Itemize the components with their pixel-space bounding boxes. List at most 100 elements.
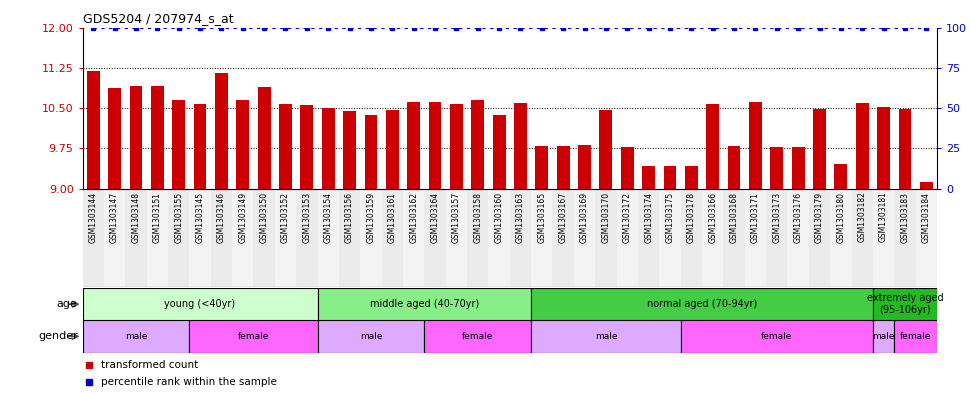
Bar [898,109,912,189]
Bar [257,86,271,189]
Bar [168,189,189,287]
Bar [318,288,531,320]
Bar [642,166,655,189]
Bar [894,320,937,353]
Text: male: male [872,332,895,341]
Bar [232,189,253,287]
Bar [556,146,570,189]
Text: GSM1303158: GSM1303158 [473,191,483,242]
Text: GSM1303163: GSM1303163 [516,191,525,243]
Text: GSM1303155: GSM1303155 [174,191,184,243]
Bar [236,100,250,189]
Text: GSM1303183: GSM1303183 [900,191,910,242]
Bar [766,189,787,287]
Bar [791,147,805,189]
Bar [83,189,104,287]
Text: male: male [124,332,148,341]
Bar [403,189,424,287]
Text: GSM1303166: GSM1303166 [708,191,718,243]
Text: GSM1303164: GSM1303164 [430,191,440,243]
Text: female: female [900,332,931,341]
Bar [253,189,275,287]
Bar [809,189,830,287]
Bar [531,288,873,320]
Text: female: female [238,332,269,341]
Text: GSM1303180: GSM1303180 [836,191,846,242]
Text: GSM1303173: GSM1303173 [772,191,782,243]
Text: young (<40yr): young (<40yr) [164,299,236,309]
Text: female: female [462,332,493,341]
Text: GSM1303169: GSM1303169 [580,191,589,243]
Bar [279,104,292,189]
Bar [108,88,121,189]
Bar [321,108,335,189]
Text: male: male [594,332,618,341]
Text: GSM1303167: GSM1303167 [558,191,568,243]
Bar [428,102,442,189]
Bar [745,189,766,287]
Bar [125,189,147,287]
Bar [300,105,314,189]
Text: female: female [761,332,792,341]
Bar [318,189,339,287]
Text: GSM1303178: GSM1303178 [686,191,696,242]
Bar [574,189,595,287]
Bar [685,166,698,189]
Text: GSM1303157: GSM1303157 [452,191,461,243]
Bar [920,182,933,189]
Bar [147,189,168,287]
Bar [83,288,318,320]
Bar [382,189,403,287]
Text: GSM1303153: GSM1303153 [302,191,312,243]
Bar [514,103,527,189]
Bar [638,189,659,287]
Bar [211,189,232,287]
Bar [723,189,745,287]
Text: GSM1303151: GSM1303151 [152,191,162,242]
Text: GDS5204 / 207974_s_at: GDS5204 / 207974_s_at [83,12,233,25]
Text: GSM1303175: GSM1303175 [665,191,675,243]
Bar [129,86,143,189]
Text: gender: gender [38,331,78,342]
Bar [193,104,207,189]
Text: GSM1303161: GSM1303161 [387,191,397,242]
Text: GSM1303147: GSM1303147 [110,191,119,243]
Text: GSM1303165: GSM1303165 [537,191,547,243]
Text: GSM1303152: GSM1303152 [281,191,290,242]
Bar [916,189,937,287]
Bar [172,100,185,189]
Text: GSM1303145: GSM1303145 [195,191,205,243]
Bar [104,189,125,287]
Text: age: age [57,299,78,309]
Text: GSM1303174: GSM1303174 [644,191,653,243]
Text: GSM1303162: GSM1303162 [409,191,419,242]
Bar [620,147,634,189]
Text: GSM1303168: GSM1303168 [729,191,739,242]
Bar [467,189,488,287]
Text: GSM1303156: GSM1303156 [345,191,354,243]
Bar [531,189,552,287]
Bar [86,71,100,189]
Bar [407,102,420,189]
Text: GSM1303154: GSM1303154 [323,191,333,243]
Bar [787,189,809,287]
Bar [599,110,613,189]
Text: GSM1303148: GSM1303148 [131,191,141,242]
Text: GSM1303144: GSM1303144 [88,191,98,243]
Bar [552,189,574,287]
Bar [424,189,446,287]
Bar [424,320,531,353]
Bar [702,189,723,287]
Text: GSM1303176: GSM1303176 [793,191,803,243]
Bar [275,189,296,287]
Bar [663,166,677,189]
Text: GSM1303181: GSM1303181 [879,191,888,242]
Text: GSM1303171: GSM1303171 [751,191,760,242]
Bar [83,320,189,353]
Bar [488,189,510,287]
Bar [681,189,702,287]
Bar [727,146,741,189]
Bar [617,189,638,287]
Bar [296,189,318,287]
Text: transformed count: transformed count [101,360,199,370]
